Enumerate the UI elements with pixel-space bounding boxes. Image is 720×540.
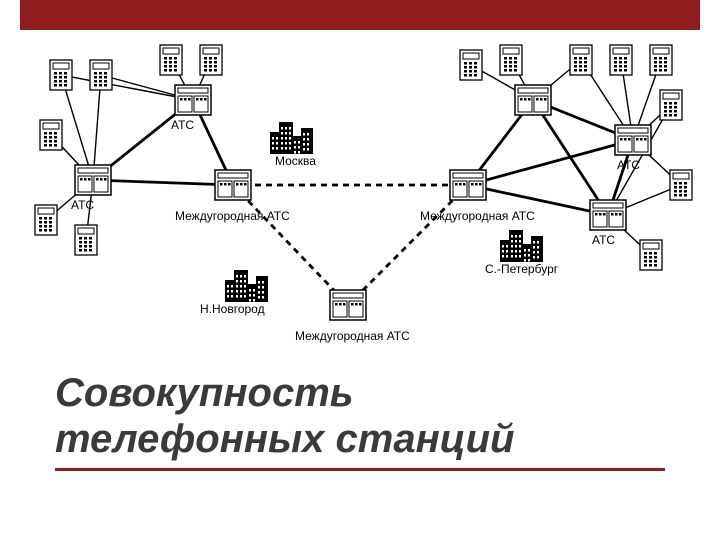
ats-node: [75, 165, 111, 195]
city-icon: [270, 122, 313, 154]
phone-icon: [670, 170, 692, 200]
title-underline: [55, 468, 665, 471]
phone-icon: [610, 45, 632, 75]
phone-icon: [570, 45, 592, 75]
ats-node: [175, 85, 211, 115]
ats-label: АТС: [71, 198, 94, 212]
phone-icon: [650, 45, 672, 75]
network-diagram: АТС АТС АТС АТС Междугородная АТС Междугородн…: [20, 30, 700, 360]
phone-icon: [90, 60, 112, 90]
city-label: Н.Новгород: [200, 302, 265, 316]
phone-icon: [640, 240, 662, 270]
ats-label: АТС: [617, 158, 640, 172]
ats-node: [515, 85, 551, 115]
ats-node: [615, 125, 651, 155]
city-label: С.-Петербург: [485, 262, 559, 276]
slide-title: Совокупность телефонных станций: [55, 370, 665, 471]
phone-icon: [460, 50, 482, 80]
phone-icon: [500, 45, 522, 75]
interurban-label: Междугородная АТС: [295, 329, 410, 343]
phone-icon: [75, 225, 97, 255]
phone-icon: [160, 45, 182, 75]
title-line-1: Совокупность: [55, 371, 354, 415]
phone-icon: [200, 45, 222, 75]
ats-node: [590, 200, 626, 230]
title-line-2: телефонных станций: [55, 417, 514, 461]
ats-node: [330, 290, 366, 320]
ats-node: [215, 170, 251, 200]
phone-icon: [40, 120, 62, 150]
phone-icon: [660, 90, 682, 120]
header-bar: [20, 0, 700, 30]
ats-label: АТС: [171, 118, 194, 132]
city-icon: [500, 230, 543, 262]
interurban-label: Междугородная АТС: [175, 209, 290, 223]
phone-icon: [35, 205, 57, 235]
ats-node: [450, 170, 486, 200]
city-icon: [225, 270, 268, 302]
phone-icon: [50, 60, 72, 90]
interurban-label: Междугородная АТС: [420, 209, 535, 223]
ats-label: АТС: [592, 233, 615, 247]
city-label: Москва: [275, 154, 316, 168]
